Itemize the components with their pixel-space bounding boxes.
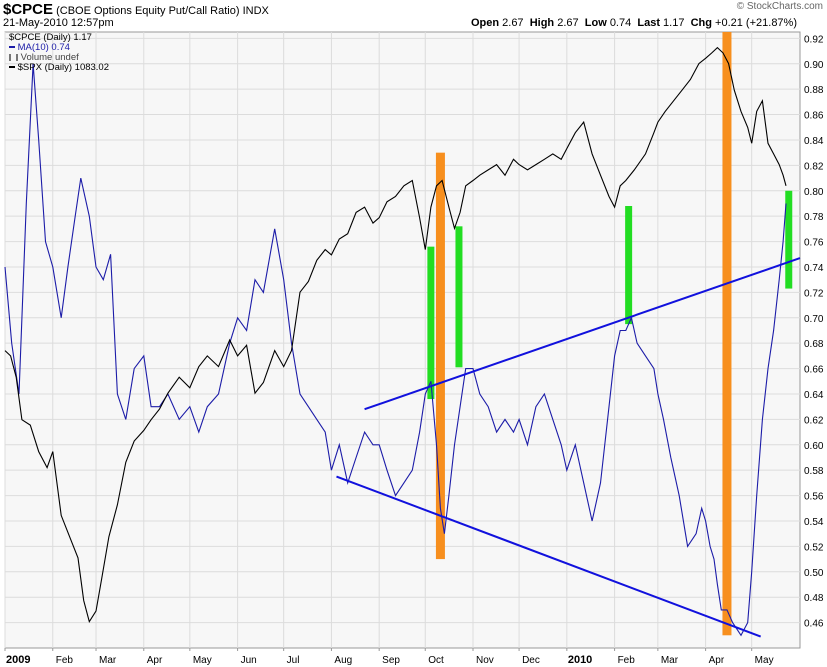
trendlines xyxy=(336,257,801,638)
low-label: Low xyxy=(584,17,607,29)
y-tick-label: 0.78 xyxy=(804,212,824,223)
x-tick-label: Sep xyxy=(382,655,400,666)
legend-cpce-label: $CPCE (Daily) 1.17 xyxy=(9,32,92,43)
y-tick-label: 0.80 xyxy=(804,187,824,198)
y-tick-label: 0.72 xyxy=(804,288,824,299)
plot-area xyxy=(4,31,801,649)
x-tick-label: Feb xyxy=(618,655,636,666)
symbol: $CPCE xyxy=(3,1,54,18)
green-highlight-bar xyxy=(427,246,435,400)
y-tick-label: 0.56 xyxy=(804,492,824,503)
legend-ma-label: MA(10) 0.74 xyxy=(17,42,70,53)
x-tick-label: Mar xyxy=(99,655,117,666)
symbol-name: (CBOE Options Equity Put/Call Ratio) xyxy=(56,5,240,17)
x-tick-label: 2009 xyxy=(6,654,30,666)
trendline xyxy=(336,475,762,638)
open-value: 2.67 xyxy=(502,17,524,29)
legend-spx-swatch xyxy=(9,66,15,69)
y-tick-label: 0.46 xyxy=(804,619,824,630)
legend-ma-swatch xyxy=(9,46,15,49)
trendline xyxy=(364,257,801,411)
legend-volume-icon xyxy=(9,53,18,61)
open-label: Open xyxy=(470,17,500,29)
series-line-ma10 xyxy=(4,63,787,637)
exchange: INDX xyxy=(242,5,269,17)
y-tick-label: 0.62 xyxy=(804,415,824,426)
y-tick-label: 0.50 xyxy=(804,568,824,579)
x-axis: 2009 Feb Mar Apr May Jun Jul Aug Sep Oct Nov Dec 201… xyxy=(4,648,774,666)
high-label: High xyxy=(529,17,555,29)
chart-title: $CPCE (CBOE Options Equity Put/Call Rati… xyxy=(3,1,269,18)
legend-cpce: $CPCE (Daily) 1.17 xyxy=(9,32,92,43)
legend-ma: MA(10) 0.74 xyxy=(9,42,70,53)
y-tick-label: 0.70 xyxy=(804,314,824,325)
y-tick-label: 0.74 xyxy=(804,263,824,274)
green-highlight-bar xyxy=(455,226,463,368)
orange-highlight-bar xyxy=(722,32,732,636)
y-tick-label: 0.76 xyxy=(804,238,824,249)
x-tick-label: May xyxy=(755,655,774,666)
x-tick-label: Mar xyxy=(661,655,679,666)
x-tick-label: Feb xyxy=(56,655,74,666)
last-label: Last xyxy=(637,17,660,29)
x-tick-label: Jul xyxy=(287,655,300,666)
legend-spx: $SPX (Daily) 1083.02 xyxy=(9,62,109,73)
x-tick-label: Apr xyxy=(709,655,725,666)
y-tick-label: 0.82 xyxy=(804,161,824,172)
y-tick-label: 0.88 xyxy=(804,85,824,96)
green-highlight-bar xyxy=(785,190,793,289)
y-tick-label: 0.90 xyxy=(804,60,824,71)
x-tick-label: 2010 xyxy=(568,654,592,666)
y-tick-label: 0.58 xyxy=(804,466,824,477)
orange-highlight-bar xyxy=(435,152,445,560)
y-tick-label: 0.68 xyxy=(804,339,824,350)
x-tick-label: Apr xyxy=(147,655,163,666)
y-tick-label: 0.52 xyxy=(804,542,824,553)
chart-datetime: 21-May-2010 12:57pm xyxy=(3,17,114,29)
y-axis: 0.46 0.48 0.50 0.52 0.54 0.56 0.58 0.60 0.62 0.64… xyxy=(804,34,824,629)
x-tick-label: May xyxy=(193,655,212,666)
legend-volume: Volume undef xyxy=(9,52,79,63)
chg-label: Chg xyxy=(690,17,712,29)
y-tick-label: 0.64 xyxy=(804,390,824,401)
y-tick-label: 0.54 xyxy=(804,517,824,528)
last-value: 1.17 xyxy=(663,17,685,29)
brand-watermark: © StockCharts.com xyxy=(736,1,823,12)
legend-volume-label: Volume undef xyxy=(20,52,79,63)
ohlc-summary: Open 2.67 High 2.67 Low 0.74 Last 1.17 C… xyxy=(471,17,797,29)
y-tick-label: 0.84 xyxy=(804,136,824,147)
series-lines xyxy=(4,46,787,637)
y-tick-label: 0.48 xyxy=(804,593,824,604)
chg-value: +0.21 (+21.87%) xyxy=(715,17,797,29)
y-tick-label: 0.92 xyxy=(804,34,824,45)
high-value: 2.67 xyxy=(557,17,579,29)
y-tick-label: 0.60 xyxy=(804,441,824,452)
legend-spx-label: $SPX (Daily) 1083.02 xyxy=(17,62,109,73)
highlight-bars xyxy=(427,32,793,636)
y-tick-label: 0.66 xyxy=(804,365,824,376)
series-line-spx xyxy=(4,46,787,624)
x-tick-label: Aug xyxy=(334,655,352,666)
low-value: 0.74 xyxy=(609,17,632,29)
x-tick-label: Nov xyxy=(476,655,494,666)
x-tick-label: Oct xyxy=(428,655,444,666)
x-tick-label: Dec xyxy=(522,655,540,666)
x-tick-label: Jun xyxy=(241,655,257,666)
y-tick-label: 0.86 xyxy=(804,111,824,122)
green-highlight-bar xyxy=(625,206,633,325)
